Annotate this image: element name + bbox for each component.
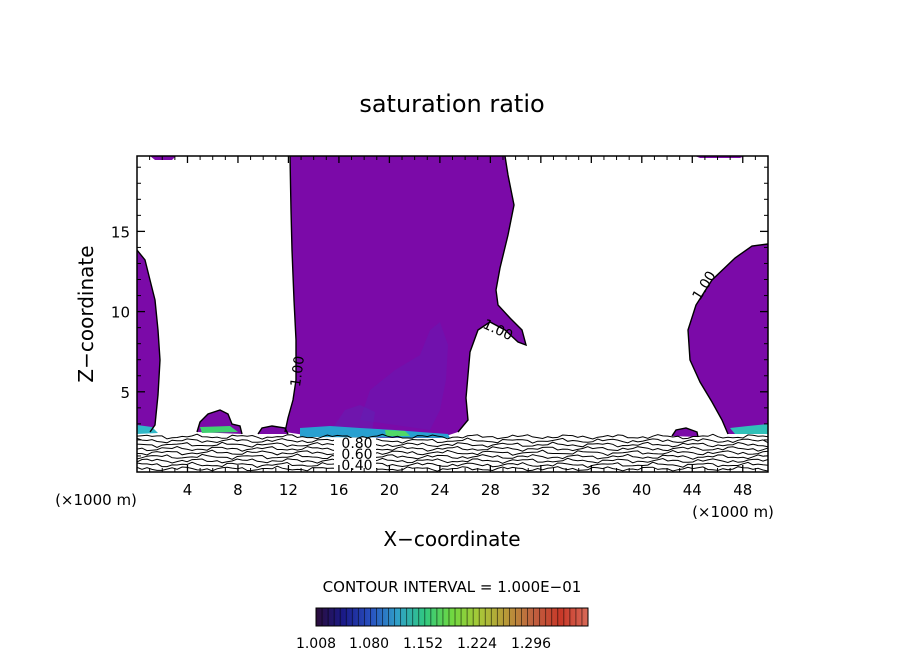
- subsaturated-contour-line: [137, 445, 768, 452]
- colorbar-divisions: [321, 608, 583, 626]
- colorbar-frame: [315, 607, 589, 627]
- contour-interval-note: CONTOUR INTERVAL = 1.000E−01: [323, 578, 582, 596]
- subsaturated-contour-line: [137, 437, 768, 444]
- y-axis: 5 10 15: [111, 166, 768, 457]
- band-blob-1: [200, 426, 238, 433]
- y-unit-right: (×1000 m): [692, 503, 774, 521]
- x-tick-label: 8: [233, 481, 243, 499]
- x-tick-label: 12: [279, 481, 298, 499]
- x-tick-label: 4: [183, 481, 193, 499]
- y-tick-label: 5: [120, 384, 130, 402]
- contour-label-060: 0.60: [341, 447, 372, 463]
- label-bg: [334, 438, 376, 472]
- y-tick-label: 10: [111, 304, 130, 322]
- shade-core-2: [330, 405, 375, 432]
- colorbar-gradient: [316, 608, 588, 626]
- x-tick-label: 28: [481, 481, 500, 499]
- subsaturated-contour-line: [137, 449, 768, 456]
- saturated-region-left: [137, 250, 160, 432]
- subsaturated-contour-line: [137, 453, 768, 460]
- x-tick-label: 44: [683, 481, 702, 499]
- y-tick-label: 15: [111, 223, 130, 241]
- colorbar: 1.008 1.080 1.152 1.224 1.296: [296, 607, 589, 652]
- x-tick-label: 24: [430, 481, 449, 499]
- chart-title: saturation ratio: [359, 90, 544, 118]
- colorbar-tick-label: 1.008: [296, 636, 336, 652]
- x-axis-title: X−coordinate: [383, 527, 520, 551]
- y-axis-title: Z−coordinate: [74, 245, 98, 382]
- subsaturated-contour-line: [137, 441, 768, 448]
- colorbar-tick-label: 1.152: [403, 636, 443, 652]
- x-tick-label: 32: [531, 481, 550, 499]
- band-center-green: [385, 430, 410, 436]
- x-axis: 4 8 12 16 20 24 28 32 36 40 44 48: [149, 156, 756, 499]
- x-tick-label: 16: [329, 481, 348, 499]
- x-tick-label: 48: [733, 481, 752, 499]
- colorbar-tick-label: 1.224: [457, 636, 497, 652]
- saturated-region-top-1: [150, 156, 176, 160]
- saturated-region-center: [285, 156, 526, 438]
- colorbar-tick-label: 1.080: [349, 636, 389, 652]
- colorbar-ticks: 1.008 1.080 1.152 1.224 1.296: [296, 636, 551, 652]
- x-tick-label: 40: [632, 481, 651, 499]
- contour-label-040: 0.40: [341, 458, 372, 474]
- band-left: [137, 425, 158, 434]
- saturated-region-right: [688, 244, 768, 434]
- subsaturated-contour-line: [137, 457, 768, 464]
- contour-label-center: 1.00: [288, 355, 308, 388]
- x-unit-left: (×1000 m): [55, 491, 137, 509]
- shade-core: [360, 322, 448, 430]
- plot-area: [137, 156, 768, 472]
- band-right: [730, 424, 768, 434]
- contour-label-080: 0.80: [341, 436, 372, 452]
- x-tick-label: 20: [380, 481, 399, 499]
- subsaturated-contour-line: [137, 461, 768, 468]
- subsaturated-contour-line: [137, 433, 768, 440]
- x-tick-label: 36: [582, 481, 601, 499]
- colorbar-tick-label: 1.296: [511, 636, 551, 652]
- contour-outlines: [137, 156, 768, 438]
